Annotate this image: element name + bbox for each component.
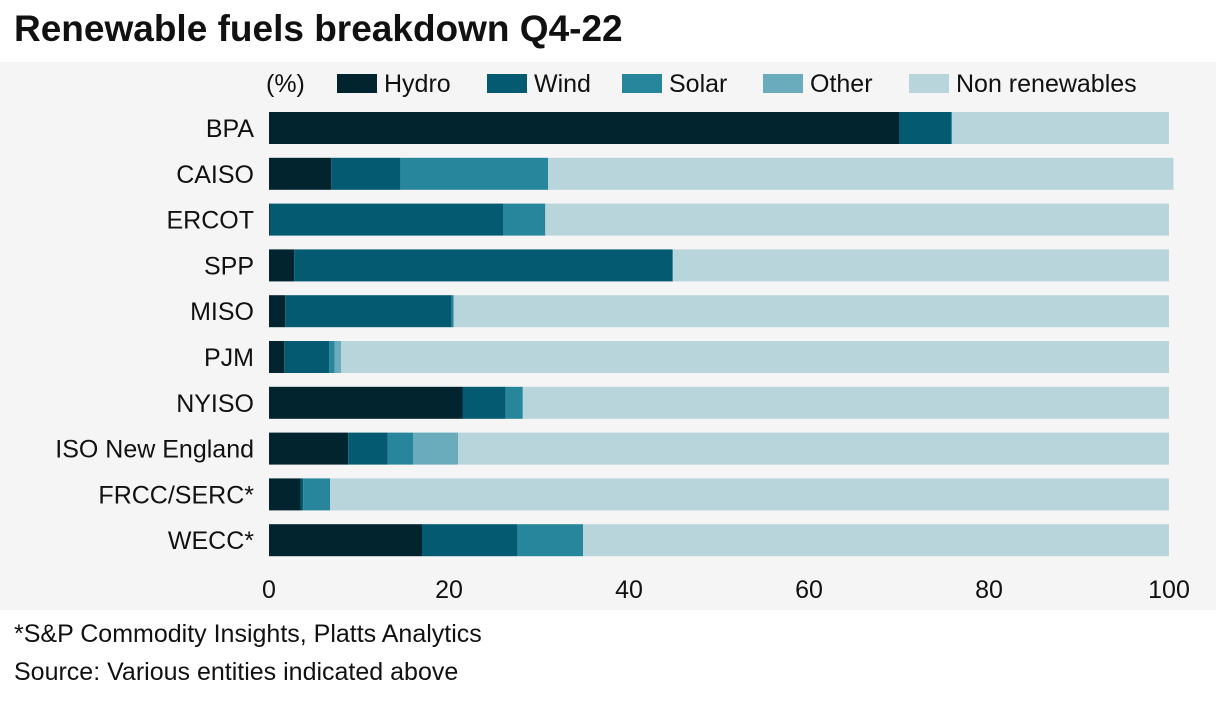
category-label-spp: SPP xyxy=(204,252,254,280)
bar-wecc-non-renewables xyxy=(583,524,1169,557)
footnote: *S&P Commodity Insights, Platts Analytic… xyxy=(14,620,482,648)
bar-row-ercot xyxy=(269,203,1169,236)
bar-wecc-wind xyxy=(422,524,518,557)
x-axis: 0 20 40 60 80 100 xyxy=(262,576,1190,604)
bar-caiso-hydro xyxy=(269,157,332,190)
legend-item-non-renewables: Non renewables xyxy=(909,70,1137,98)
bar-miso-solar xyxy=(451,295,454,328)
bar-frcc-serc-wind xyxy=(300,478,304,511)
bar-row-bpa xyxy=(269,112,1169,144)
bar-spp-hydro xyxy=(269,249,295,282)
legend-item-hydro: Hydro xyxy=(337,70,451,98)
bar-ercot-solar xyxy=(503,203,546,236)
bar-iso-new-england-solar xyxy=(387,432,413,465)
legend-swatch-non-renewables xyxy=(909,74,949,93)
bar-caiso-solar xyxy=(400,157,548,190)
bar-iso-new-england-non-renewables xyxy=(458,432,1169,465)
bar-row-iso-new-england xyxy=(269,432,1169,465)
category-label-iso-new-england: ISO New England xyxy=(55,436,254,464)
bar-pjm-hydro xyxy=(269,341,285,373)
bar-pjm-solar xyxy=(329,341,335,373)
legend-item-other: Other xyxy=(763,70,873,98)
legend-label-solar: Solar xyxy=(669,70,727,98)
bar-nyiso-wind xyxy=(462,386,506,419)
bar-row-wecc xyxy=(269,524,1169,557)
category-label-wecc: WECC* xyxy=(168,527,254,555)
legend-label-hydro: Hydro xyxy=(384,70,451,98)
bar-row-frcc-serc xyxy=(269,478,1169,511)
legend-swatch-wind xyxy=(487,74,527,93)
bar-row-pjm xyxy=(269,341,1169,373)
bar-bpa-wind xyxy=(899,112,952,144)
bar-miso-wind xyxy=(285,295,452,328)
bar-pjm-other xyxy=(334,341,341,373)
category-labels: BPA CAISO ERCOT SPP MISO PJM NYISO ISO New Engl… xyxy=(55,115,254,555)
bar-spp-solar xyxy=(672,249,674,282)
bar-row-spp xyxy=(269,249,1169,282)
legend-swatch-hydro xyxy=(337,74,377,93)
legend-label-non-renewables: Non renewables xyxy=(956,70,1137,98)
legend-swatch-other xyxy=(763,74,803,93)
chart-title: Renewable fuels breakdown Q4-22 xyxy=(14,8,623,49)
legend-swatch-solar xyxy=(622,74,662,93)
bar-row-miso xyxy=(269,295,1169,328)
x-tick-label-40: 40 xyxy=(615,576,643,604)
bar-pjm-wind xyxy=(284,341,330,373)
bar-pjm-non-renewables xyxy=(341,341,1169,373)
unit-label: (%) xyxy=(266,70,305,98)
bar-ercot-wind xyxy=(269,203,503,236)
bar-frcc-serc-solar xyxy=(303,478,331,511)
legend-item-solar: Solar xyxy=(622,70,727,98)
bar-bpa-solar xyxy=(951,112,953,144)
category-label-nyiso: NYISO xyxy=(176,390,254,418)
bar-iso-new-england-other xyxy=(413,432,458,465)
bar-row-caiso xyxy=(269,157,1174,190)
category-label-caiso: CAISO xyxy=(176,161,254,189)
bar-ercot-hydro xyxy=(269,203,270,236)
bar-bpa-non-renewables xyxy=(952,112,1169,144)
bar-iso-new-england-hydro xyxy=(269,432,349,465)
legend-label-wind: Wind xyxy=(534,70,591,98)
bar-spp-wind xyxy=(294,249,673,282)
bar-miso-hydro xyxy=(269,295,286,328)
legend-item-wind: Wind xyxy=(487,70,591,98)
bar-miso-non-renewables xyxy=(453,295,1169,328)
bar-bpa-hydro xyxy=(269,112,899,144)
bar-nyiso-solar xyxy=(505,386,523,419)
source-note: Source: Various entities indicated above xyxy=(14,658,459,686)
x-tick-label-20: 20 xyxy=(435,576,463,604)
bars xyxy=(269,112,1174,557)
bar-wecc-solar xyxy=(517,524,584,557)
x-tick-label-0: 0 xyxy=(262,576,276,604)
x-tick-label-100: 100 xyxy=(1148,576,1190,604)
category-label-frcc-serc: FRCC/SERC* xyxy=(98,481,254,509)
x-tick-label-60: 60 xyxy=(795,576,823,604)
bar-row-nyiso xyxy=(269,386,1169,419)
legend: (%) Hydro Wind Solar Other Non renewables xyxy=(266,70,1137,98)
plot-area xyxy=(0,62,1216,610)
category-label-bpa: BPA xyxy=(206,115,254,143)
bar-iso-new-england-wind xyxy=(348,432,388,465)
category-label-ercot: ERCOT xyxy=(167,207,255,235)
category-label-miso: MISO xyxy=(190,298,254,326)
bar-frcc-serc-non-renewables xyxy=(330,478,1169,511)
bar-caiso-wind xyxy=(331,157,401,190)
bar-frcc-serc-hydro xyxy=(269,478,301,511)
bar-wecc-hydro xyxy=(269,524,422,557)
category-label-pjm: PJM xyxy=(204,344,254,372)
bar-nyiso-non-renewables xyxy=(522,386,1169,419)
x-tick-label-80: 80 xyxy=(975,576,1003,604)
bar-spp-non-renewables xyxy=(673,249,1169,282)
bar-caiso-non-renewables xyxy=(548,157,1174,190)
bar-ercot-non-renewables xyxy=(545,203,1169,236)
legend-label-other: Other xyxy=(810,70,873,98)
bar-nyiso-hydro xyxy=(269,386,463,419)
